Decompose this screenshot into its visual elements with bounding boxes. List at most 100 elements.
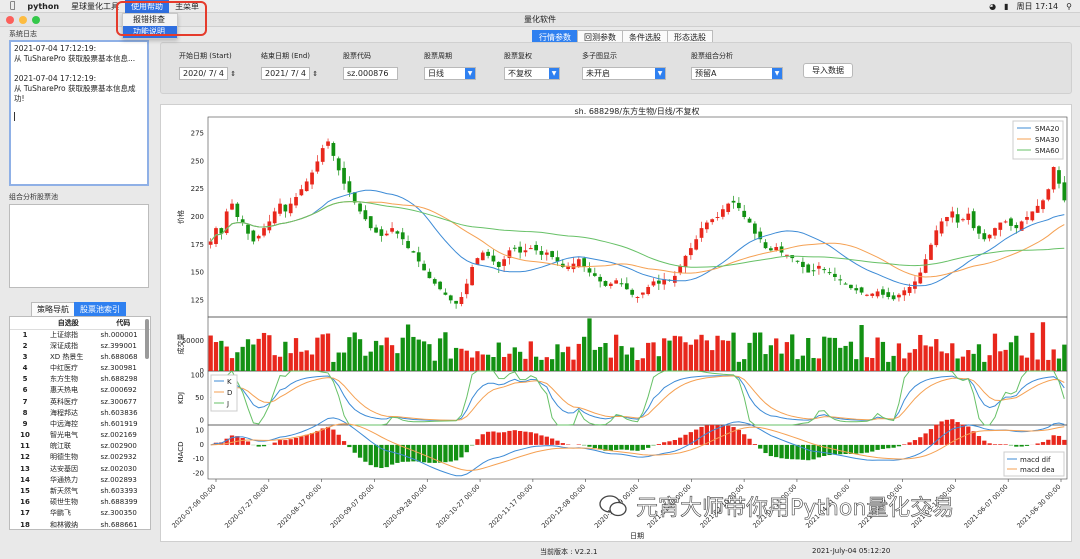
table-header[interactable] bbox=[10, 317, 40, 330]
table-row[interactable]: 17 华鹏飞 sz.300350 bbox=[10, 508, 150, 519]
adjust-select[interactable]: 不复权 ▼ bbox=[504, 67, 560, 80]
table-row[interactable]: 14 华通热力 sz.002893 bbox=[10, 475, 150, 486]
candle bbox=[758, 231, 763, 240]
combo-select[interactable]: 预留A ▼ bbox=[691, 67, 783, 80]
import-data-button[interactable]: 导入数据 bbox=[803, 63, 853, 78]
candle bbox=[464, 283, 469, 295]
volume-bar bbox=[598, 346, 603, 371]
menu-app-python[interactable]: python bbox=[22, 1, 59, 11]
candle bbox=[923, 259, 928, 273]
multi-chart-select[interactable]: 未开启 ▼ bbox=[582, 67, 666, 80]
stock-code: sh.603836 bbox=[100, 408, 138, 417]
candle bbox=[230, 203, 234, 210]
table-row[interactable]: 16 硕世生物 sh.688399 bbox=[10, 497, 150, 508]
x-tick-label: 2020-07-06 00:00 bbox=[170, 483, 217, 530]
volume-bar bbox=[742, 359, 747, 371]
candle bbox=[219, 228, 224, 234]
end-date-input[interactable]: 2021/ 7/ 4 bbox=[261, 67, 311, 80]
adjust-field: 股票复权 不复权 ▼ bbox=[504, 51, 560, 80]
table-row[interactable]: 2 深证成指 sz.399001 bbox=[10, 341, 150, 352]
macd-bar bbox=[998, 444, 1003, 445]
volume-bar bbox=[827, 337, 832, 371]
apple-icon[interactable]:  bbox=[0, 1, 21, 11]
watermark-text: 元宵大师带你用Python量化交易 bbox=[636, 496, 955, 522]
volume-bar bbox=[651, 342, 656, 371]
candle bbox=[459, 297, 464, 304]
stock-code: sz.399001 bbox=[100, 341, 137, 350]
macd-bar bbox=[555, 440, 560, 445]
macd-bar bbox=[608, 444, 613, 451]
macd-bar bbox=[352, 444, 357, 453]
multi-chart-field: 多子图显示 未开启 ▼ bbox=[582, 51, 666, 80]
table-row[interactable]: 6 惠天热电 sz.000692 bbox=[10, 385, 150, 396]
close-icon[interactable] bbox=[6, 16, 14, 24]
table-row[interactable]: 4 中红医疗 sz.300981 bbox=[10, 363, 150, 374]
menu-main[interactable]: 主菜单 bbox=[169, 1, 199, 11]
table-header-name[interactable]: 自选股 bbox=[40, 317, 97, 330]
window-controls bbox=[6, 16, 40, 24]
table-scrollbar[interactable] bbox=[145, 319, 149, 359]
volume-bar bbox=[512, 347, 517, 371]
candle bbox=[550, 251, 555, 257]
search-icon[interactable]: ⚲ bbox=[1066, 1, 1072, 11]
macd-bar bbox=[421, 444, 427, 463]
stock-name: 皖江联 bbox=[50, 442, 71, 451]
stepper-icon[interactable]: ⇕ bbox=[230, 70, 237, 78]
macd-bar bbox=[1024, 444, 1030, 446]
candle bbox=[400, 232, 405, 240]
volume-bar bbox=[960, 356, 966, 371]
volume-bar bbox=[790, 334, 795, 371]
macd-bar bbox=[517, 430, 523, 445]
table-row[interactable]: 8 海程邦达 sh.603836 bbox=[10, 408, 150, 419]
menu-help[interactable]: 使用帮助 bbox=[125, 0, 170, 13]
table-row[interactable]: 7 英科医疗 sz.300677 bbox=[10, 396, 150, 407]
candle bbox=[432, 279, 437, 284]
table-row[interactable]: 5 东方生物 sh.688298 bbox=[10, 374, 150, 385]
table-row[interactable]: 9 中远海控 sh.601919 bbox=[10, 419, 150, 430]
stepper-icon[interactable]: ⇕ bbox=[312, 70, 319, 78]
stock-pool-box[interactable] bbox=[9, 204, 149, 288]
zoom-icon[interactable] bbox=[32, 16, 40, 24]
menu-quant-tools[interactable]: 星球量化工具 bbox=[65, 1, 119, 11]
clock-text[interactable]: 周日 17:14 bbox=[1016, 1, 1059, 11]
macd-bar bbox=[726, 425, 731, 445]
row-index: 4 bbox=[22, 363, 28, 372]
end-date-label: 结束日期 (End) bbox=[261, 52, 310, 60]
candle bbox=[315, 161, 320, 172]
macd-bar bbox=[592, 444, 597, 449]
candle bbox=[726, 203, 731, 212]
macd-bar bbox=[987, 443, 992, 445]
wifi-icon[interactable]: ◕ bbox=[989, 1, 997, 11]
volume-bar bbox=[555, 344, 560, 371]
table-row[interactable]: 12 明德生物 sz.002932 bbox=[10, 452, 150, 463]
table-row[interactable]: 18 和林微纳 sh.688661 bbox=[10, 520, 150, 530]
macd-bar bbox=[960, 424, 966, 445]
volume-bar bbox=[896, 343, 902, 371]
tab-strategy-nav[interactable]: 策略导航 bbox=[31, 302, 75, 317]
minimize-icon[interactable] bbox=[19, 16, 27, 24]
macd-bar bbox=[800, 444, 806, 460]
volume-bar bbox=[496, 342, 501, 371]
table-row[interactable]: 11 皖江联 sz.002900 bbox=[10, 441, 150, 452]
stock-code-label: 股票代码 bbox=[343, 52, 371, 60]
macd-bar bbox=[235, 436, 240, 445]
stock-code-input[interactable]: sz.000876 bbox=[343, 67, 398, 80]
battery-icon[interactable]: ▮ bbox=[1004, 1, 1009, 11]
table-header-code[interactable]: 代码 bbox=[96, 317, 150, 330]
period-select[interactable]: 日线 ▼ bbox=[424, 67, 476, 80]
menu-item-error-check[interactable]: 报错排查 bbox=[133, 15, 165, 24]
table-row[interactable]: 1 上证综指 sh.000001 bbox=[10, 329, 150, 341]
tab-stock-pool-index[interactable]: 股票池索引 bbox=[74, 302, 126, 317]
start-date-input[interactable]: 2020/ 7/ 4 bbox=[179, 67, 229, 80]
macd-bar bbox=[859, 444, 864, 454]
table-row[interactable]: 10 智光电气 sz.002169 bbox=[10, 430, 150, 441]
candle bbox=[753, 223, 757, 234]
system-log[interactable]: 2021-07-04 17:12:19: 从 TuSharePro 获取股票基本… bbox=[9, 40, 149, 186]
candle bbox=[576, 259, 581, 267]
table-row[interactable]: 13 达安基因 sz.002030 bbox=[10, 464, 150, 475]
candle bbox=[384, 233, 389, 236]
table-row[interactable]: 15 新天然气 sh.603393 bbox=[10, 486, 150, 497]
table-row[interactable]: 3 XD 热景生 sh.688068 bbox=[10, 352, 150, 363]
stock-code: sh.688661 bbox=[100, 520, 138, 529]
k-line bbox=[210, 375, 1065, 422]
